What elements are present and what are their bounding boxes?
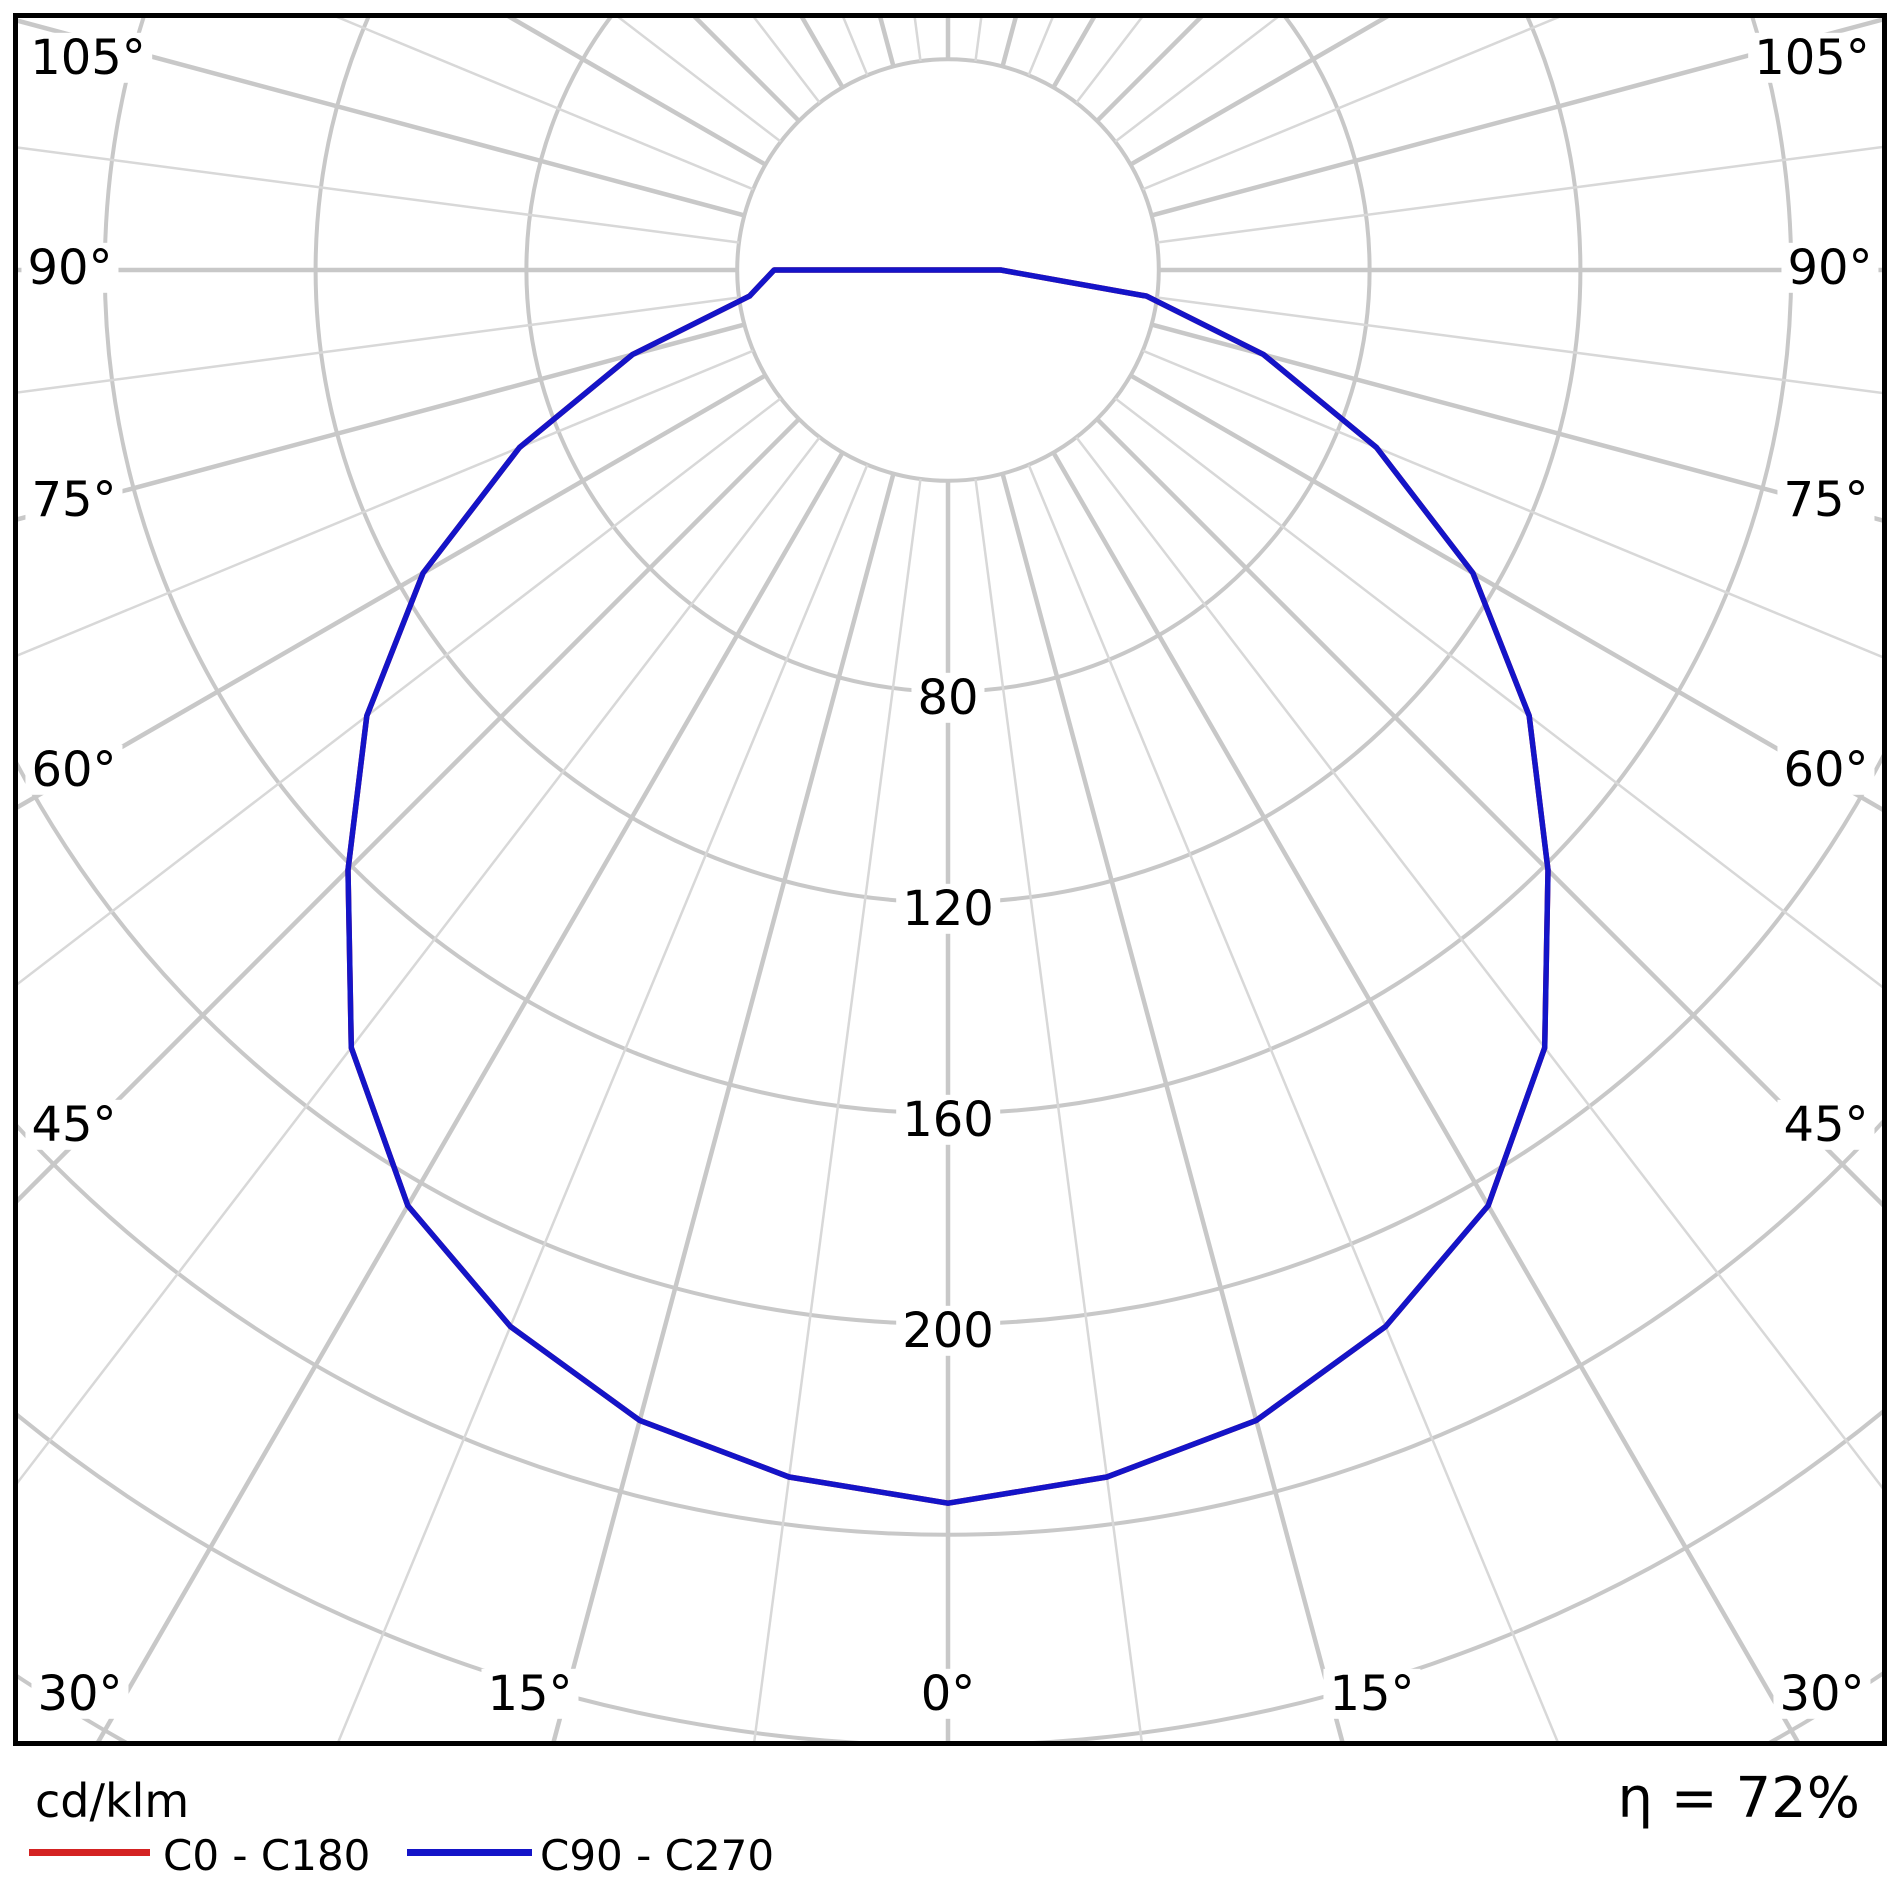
grid-radial-315 xyxy=(15,417,801,1206)
angle-label-90deg: 90° xyxy=(21,242,119,293)
grid-radial-330 xyxy=(94,451,845,1744)
grid-radial-322.5 xyxy=(15,436,821,1488)
angle-label-60deg: 60° xyxy=(1777,744,1875,795)
grid-radial-120 xyxy=(1129,15,1394,167)
angle-label-30deg: 30° xyxy=(31,1668,129,1719)
legend-line-0 xyxy=(29,1849,150,1856)
radial-value-label-160: 160 xyxy=(896,1094,1000,1145)
unit-label: cd/klm xyxy=(35,1774,190,1828)
grid-radial-97.5 xyxy=(1156,145,1885,244)
grid-radial-52.5 xyxy=(1114,397,1885,991)
legend-label-1: C90 - C270 xyxy=(540,1831,775,1880)
grid-radial-82.5 xyxy=(1156,296,1885,395)
efficiency-label: η = 72% xyxy=(1617,1766,1860,1831)
grid-radial-255 xyxy=(15,17,745,218)
curve-C90-C270 xyxy=(345,267,1551,1506)
grid-radial-240 xyxy=(502,15,767,167)
grid-radial-75 xyxy=(1151,322,1885,524)
angle-label-90deg: 90° xyxy=(1781,242,1879,293)
grid-radial-22.5 xyxy=(1027,464,1560,1744)
radial-value-label-120: 120 xyxy=(896,883,1000,934)
grid-radial-67.5 xyxy=(1142,349,1885,660)
grid-radial-337.5 xyxy=(336,464,869,1744)
grid-radial-105 xyxy=(1151,16,1885,218)
angle-label-60deg: 60° xyxy=(25,744,123,795)
radial-value-label-80: 80 xyxy=(911,672,985,723)
grid-radial-247.5 xyxy=(330,15,754,191)
angle-label-15deg: 15° xyxy=(1323,1668,1421,1719)
grid-radial-195 xyxy=(877,15,896,67)
grid-radial-277.5 xyxy=(15,296,740,395)
angle-label-45deg: 45° xyxy=(25,1099,123,1150)
angle-label-30deg: 30° xyxy=(1773,1668,1871,1719)
grid-radial-292.5 xyxy=(15,349,754,658)
plot-frame xyxy=(13,13,1887,1746)
legend-line-1 xyxy=(407,1849,532,1856)
grid-radial-345 xyxy=(550,473,896,1744)
grid-radial-15 xyxy=(1000,473,1346,1744)
grid-radial-7.5 xyxy=(974,478,1144,1744)
angle-label-15deg: 15° xyxy=(481,1668,579,1719)
grid-radial-30 xyxy=(1051,451,1802,1744)
angle-label-45deg: 45° xyxy=(1777,1099,1875,1150)
angle-label-75deg: 75° xyxy=(1777,474,1875,525)
grid-radial-165 xyxy=(1000,15,1019,67)
grid-radial-307.5 xyxy=(15,397,782,988)
angle-label-105deg: 105° xyxy=(24,32,152,83)
angle-label-75deg: 75° xyxy=(25,474,123,525)
angle-label-0deg: 0° xyxy=(914,1668,982,1719)
grid-radial-112.5 xyxy=(1142,15,1566,191)
grid-radial-262.5 xyxy=(15,145,740,244)
radial-value-label-200: 200 xyxy=(896,1305,1000,1356)
angle-label-105deg: 105° xyxy=(1748,32,1876,83)
legend-label-0: C0 - C180 xyxy=(163,1831,371,1880)
grid-radial-352.5 xyxy=(752,478,922,1744)
grid-radial-285 xyxy=(15,322,745,523)
grid-radial-45 xyxy=(1095,417,1885,1210)
